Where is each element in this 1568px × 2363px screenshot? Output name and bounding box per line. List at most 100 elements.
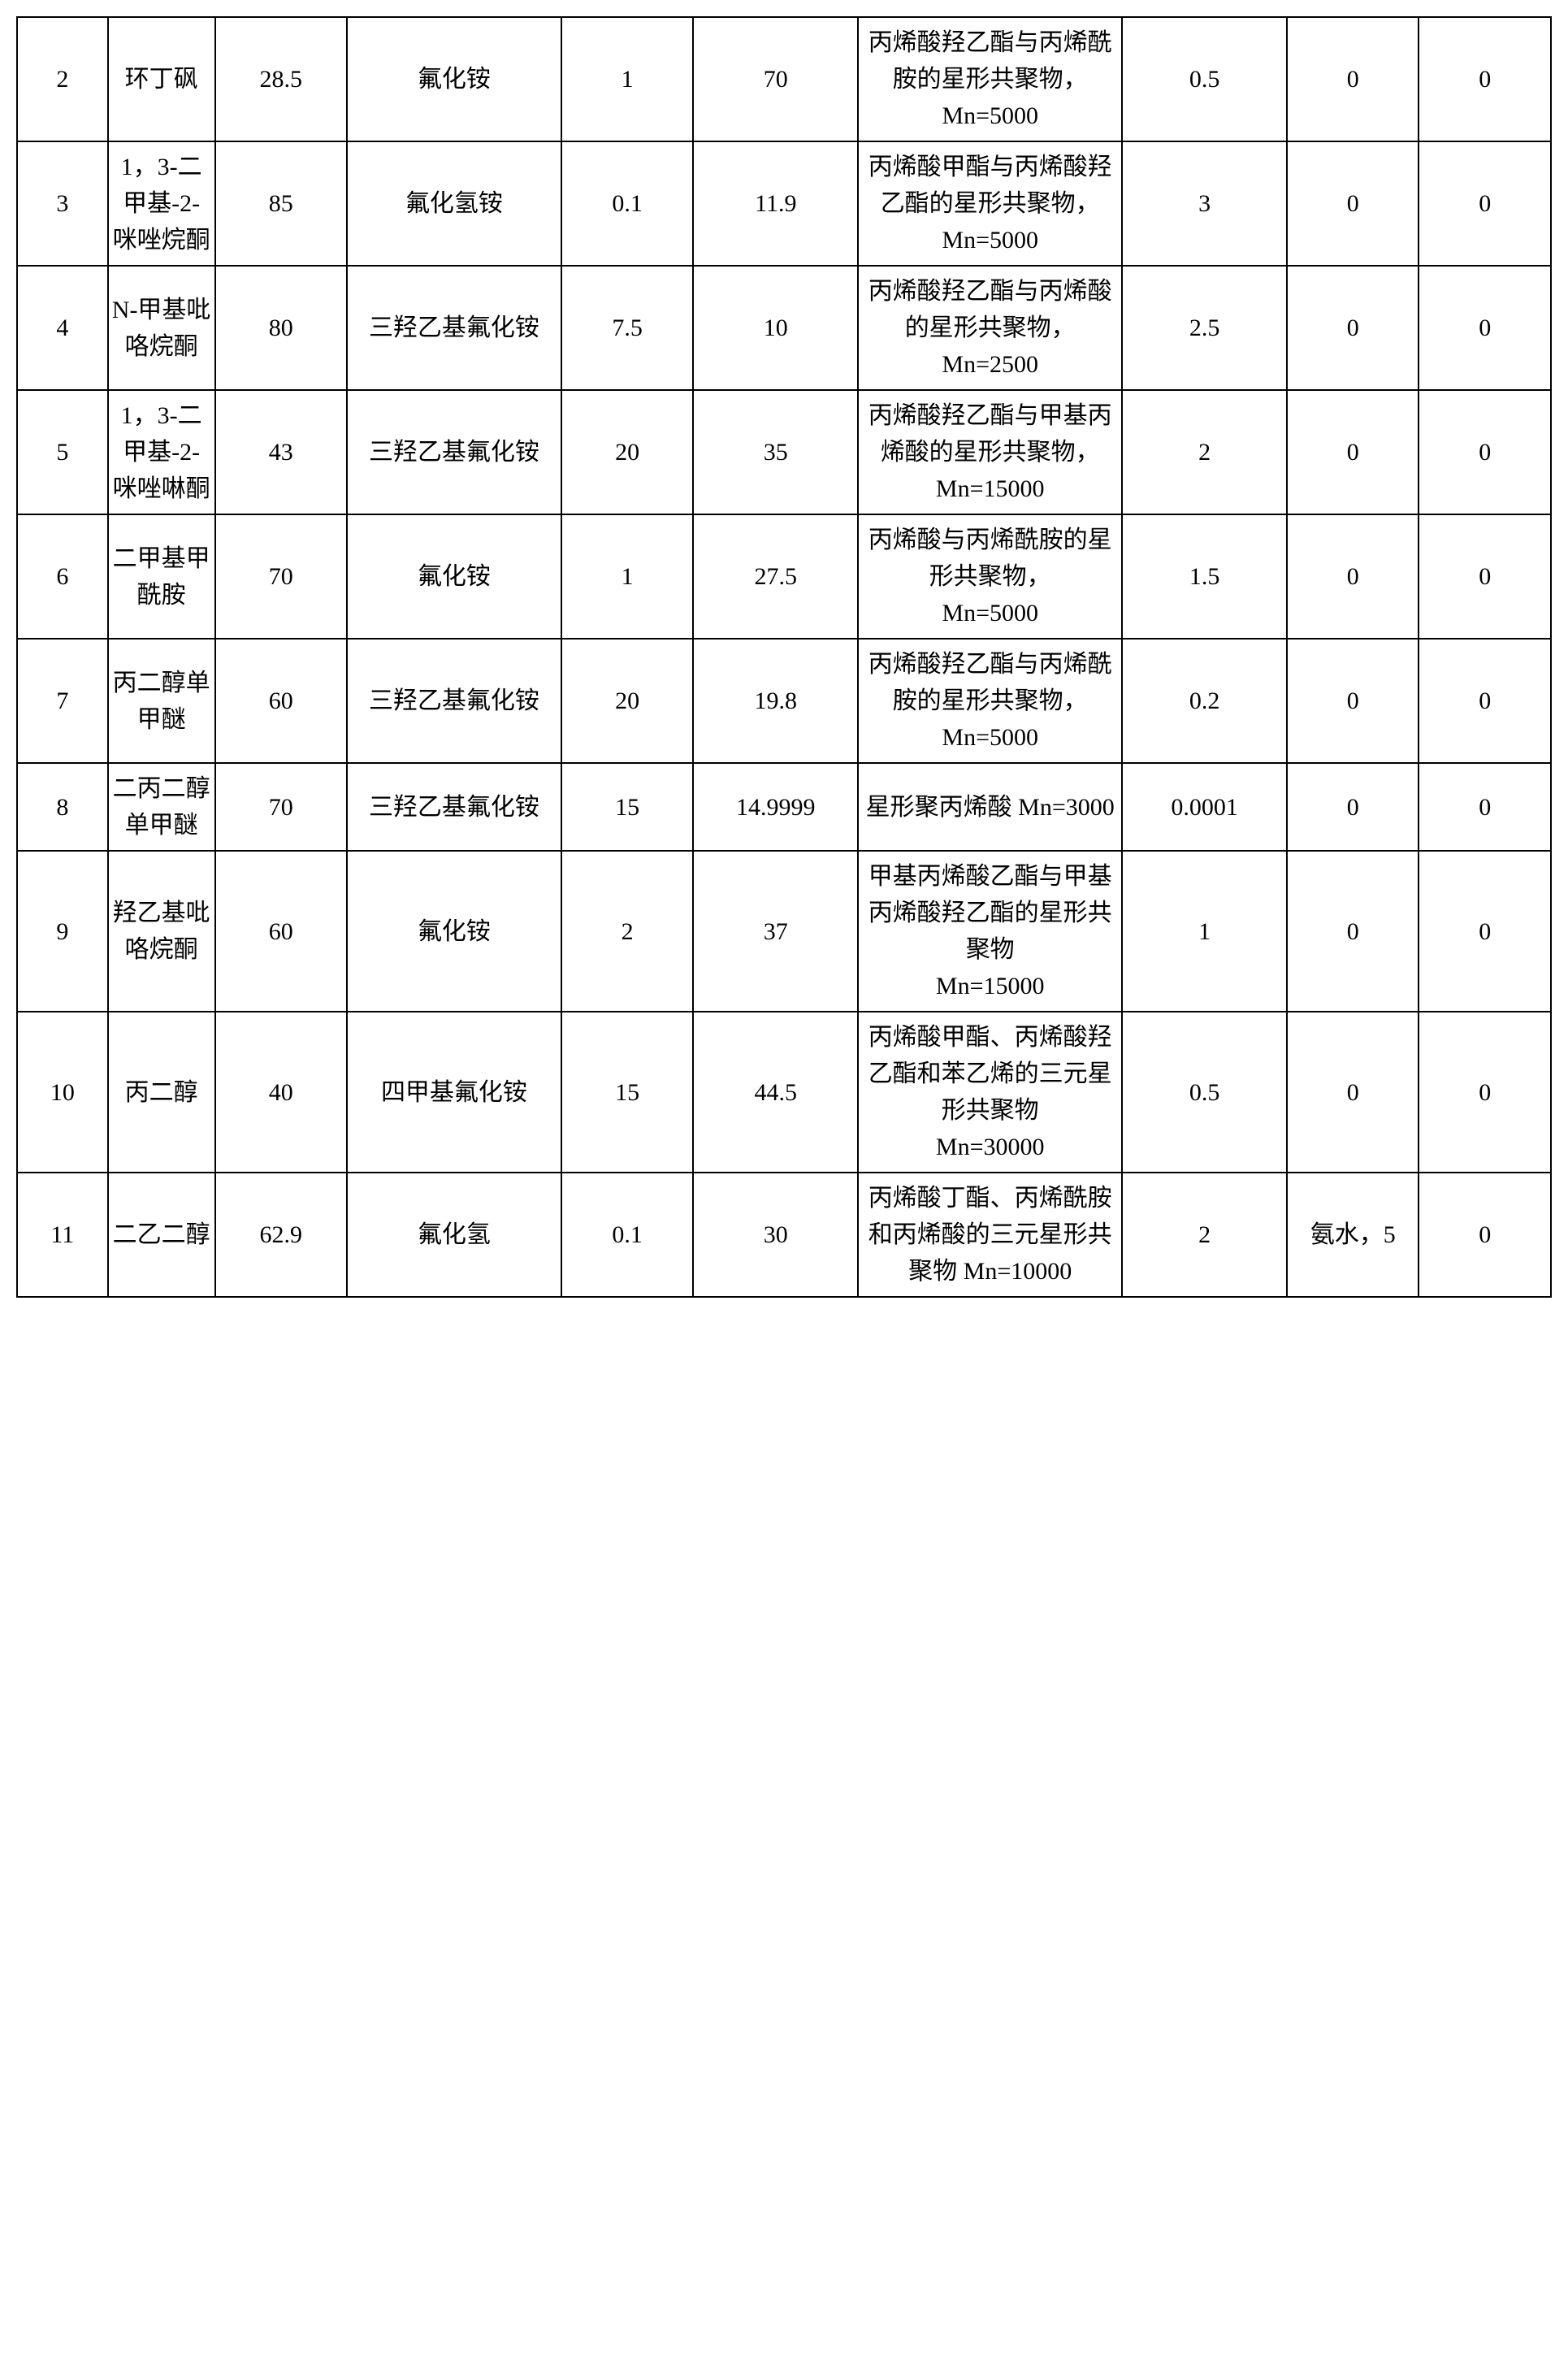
table-cell: 3 [1122,141,1287,266]
table-cell: 11 [17,1173,108,1297]
table-cell: 10 [17,1012,108,1173]
table-cell: 丙烯酸羟乙酯与丙烯酰胺的星形共聚物，Mn=5000 [858,639,1122,763]
table-cell: 2 [1122,1173,1287,1297]
table-cell: 0 [1287,17,1419,141]
table-cell: 三羟乙基氟化铵 [347,639,561,763]
table-cell: 0 [1287,851,1419,1012]
table-row: 11二乙二醇62.9氟化氢0.130丙烯酸丁酯、丙烯酰胺和丙烯酸的三元星形共聚物… [17,1173,1551,1297]
table-cell: 0.5 [1122,17,1287,141]
table-cell: 35 [693,390,858,514]
table-cell: 11.9 [693,141,858,266]
table-row: 8二丙二醇单甲醚70三羟乙基氟化铵1514.9999星形聚丙烯酸 Mn=3000… [17,763,1551,851]
table-cell: N-甲基吡咯烷酮 [108,266,215,390]
table-cell: 0 [1419,266,1551,390]
table-cell: 0 [1419,141,1551,266]
table-cell: 三羟乙基氟化铵 [347,390,561,514]
table-cell: 4 [17,266,108,390]
table-cell: 丙二醇单甲醚 [108,639,215,763]
table-row: 2环丁砜28.5氟化铵170丙烯酸羟乙酯与丙烯酰胺的星形共聚物，Mn=50000… [17,17,1551,141]
table-cell: 20 [561,390,693,514]
table-cell: 四甲基氟化铵 [347,1012,561,1173]
table-cell: 二丙二醇单甲醚 [108,763,215,851]
table-cell: 19.8 [693,639,858,763]
table-cell: 氟化氢铵 [347,141,561,266]
table-cell: 85 [215,141,347,266]
table-cell: 甲基丙烯酸乙酯与甲基丙烯酸羟乙酯的星形共聚物Mn=15000 [858,851,1122,1012]
table-cell: 9 [17,851,108,1012]
table-cell: 0 [1419,1173,1551,1297]
table-row: 10丙二醇40四甲基氟化铵1544.5丙烯酸甲酯、丙烯酸羟乙酯和苯乙烯的三元星形… [17,1012,1551,1173]
table-cell: 20 [561,639,693,763]
table-cell: 37 [693,851,858,1012]
table-cell: 0 [1419,1012,1551,1173]
table-cell: 0 [1287,266,1419,390]
table-cell: 0 [1287,514,1419,639]
table-cell: 15 [561,1012,693,1173]
table-cell: 氟化铵 [347,17,561,141]
table-cell: 二乙二醇 [108,1173,215,1297]
data-table: 2环丁砜28.5氟化铵170丙烯酸羟乙酯与丙烯酰胺的星形共聚物，Mn=50000… [16,16,1552,1298]
table-cell: 3 [17,141,108,266]
table-row: 31，3-二甲基-2-咪唑烷酮85氟化氢铵0.111.9丙烯酸甲酯与丙烯酸羟乙酯… [17,141,1551,266]
table-cell: 氨水，5 [1287,1173,1419,1297]
table-cell: 7.5 [561,266,693,390]
table-row: 7丙二醇单甲醚60三羟乙基氟化铵2019.8丙烯酸羟乙酯与丙烯酰胺的星形共聚物，… [17,639,1551,763]
table-cell: 1，3-二甲基-2-咪唑啉酮 [108,390,215,514]
table-cell: 28.5 [215,17,347,141]
table-cell: 0 [1287,390,1419,514]
table-cell: 62.9 [215,1173,347,1297]
table-cell: 0 [1419,390,1551,514]
table-row: 4N-甲基吡咯烷酮80三羟乙基氟化铵7.510丙烯酸羟乙酯与丙烯酸的星形共聚物，… [17,266,1551,390]
table-cell: 丙烯酸甲酯与丙烯酸羟乙酯的星形共聚物，Mn=5000 [858,141,1122,266]
table-cell: 三羟乙基氟化铵 [347,266,561,390]
table-row: 9羟乙基吡咯烷酮60氟化铵237甲基丙烯酸乙酯与甲基丙烯酸羟乙酯的星形共聚物Mn… [17,851,1551,1012]
table-cell: 氟化铵 [347,851,561,1012]
table-cell: 丙二醇 [108,1012,215,1173]
table-cell: 1 [561,17,693,141]
table-cell: 2.5 [1122,266,1287,390]
table-cell: 60 [215,639,347,763]
table-cell: 丙烯酸甲酯、丙烯酸羟乙酯和苯乙烯的三元星形共聚物Mn=30000 [858,1012,1122,1173]
table-cell: 30 [693,1173,858,1297]
table-cell: 0.0001 [1122,763,1287,851]
table-cell: 0.5 [1122,1012,1287,1173]
table-cell: 二甲基甲酰胺 [108,514,215,639]
table-cell: 1，3-二甲基-2-咪唑烷酮 [108,141,215,266]
table-cell: 6 [17,514,108,639]
table-cell: 0.1 [561,141,693,266]
table-cell: 三羟乙基氟化铵 [347,763,561,851]
table-cell: 2 [17,17,108,141]
table-cell: 0 [1287,1012,1419,1173]
table-cell: 7 [17,639,108,763]
table-cell: 0.2 [1122,639,1287,763]
table-cell: 2 [561,851,693,1012]
table-cell: 70 [215,763,347,851]
table-cell: 0 [1419,17,1551,141]
table-cell: 环丁砜 [108,17,215,141]
table-cell: 2 [1122,390,1287,514]
table-cell: 丙烯酸与丙烯酰胺的星形共聚物，Mn=5000 [858,514,1122,639]
table-cell: 43 [215,390,347,514]
table-cell: 丙烯酸羟乙酯与甲基丙烯酸的星形共聚物，Mn=15000 [858,390,1122,514]
table-cell: 0 [1419,851,1551,1012]
table-cell: 44.5 [693,1012,858,1173]
table-cell: 星形聚丙烯酸 Mn=3000 [858,763,1122,851]
table-cell: 70 [215,514,347,639]
table-cell: 0 [1419,514,1551,639]
table-cell: 0 [1419,763,1551,851]
table-cell: 氟化铵 [347,514,561,639]
table-cell: 15 [561,763,693,851]
table-cell: 1 [1122,851,1287,1012]
table-cell: 0.1 [561,1173,693,1297]
table-body: 2环丁砜28.5氟化铵170丙烯酸羟乙酯与丙烯酰胺的星形共聚物，Mn=50000… [17,17,1551,1297]
table-cell: 丙烯酸羟乙酯与丙烯酰胺的星形共聚物，Mn=5000 [858,17,1122,141]
table-cell: 14.9999 [693,763,858,851]
table-cell: 氟化氢 [347,1173,561,1297]
table-cell: 5 [17,390,108,514]
table-cell: 8 [17,763,108,851]
table-cell: 0 [1419,639,1551,763]
table-cell: 80 [215,266,347,390]
table-row: 51，3-二甲基-2-咪唑啉酮43三羟乙基氟化铵2035丙烯酸羟乙酯与甲基丙烯酸… [17,390,1551,514]
table-cell: 0 [1287,639,1419,763]
table-cell: 羟乙基吡咯烷酮 [108,851,215,1012]
